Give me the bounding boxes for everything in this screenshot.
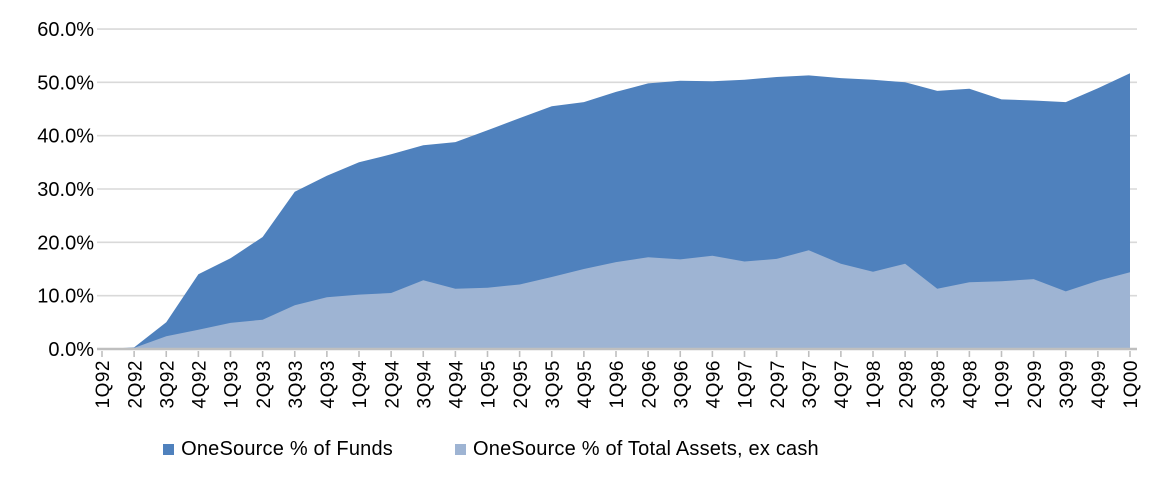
svg-text:30.0%: 30.0% bbox=[37, 179, 94, 201]
svg-text:4Q99: 4Q99 bbox=[1089, 360, 1110, 408]
svg-text:3Q98: 3Q98 bbox=[928, 360, 949, 408]
chart-plot-area: 0.0% 10.0% 20.0% 30.0% 40.0% 50.0% 60.0% 1Q92 2Q… bbox=[37, 19, 1142, 408]
svg-text:2Q92: 2Q92 bbox=[125, 360, 146, 408]
svg-text:4Q97: 4Q97 bbox=[832, 360, 853, 408]
svg-text:2Q96: 2Q96 bbox=[639, 360, 660, 408]
svg-text:1Q96: 1Q96 bbox=[607, 360, 628, 408]
legend-item-total-assets: OneSource % of Total Assets, ex cash bbox=[454, 438, 819, 461]
svg-text:3Q99: 3Q99 bbox=[1057, 360, 1078, 408]
svg-text:4Q94: 4Q94 bbox=[447, 360, 468, 408]
svg-text:3Q94: 3Q94 bbox=[414, 360, 435, 408]
svg-text:4Q93: 4Q93 bbox=[318, 360, 339, 408]
svg-text:2Q94: 2Q94 bbox=[382, 360, 403, 408]
svg-text:2Q95: 2Q95 bbox=[511, 360, 532, 408]
svg-text:2Q98: 2Q98 bbox=[896, 360, 917, 408]
legend-item-funds: OneSource % of Funds bbox=[163, 438, 393, 461]
svg-text:1Q95: 1Q95 bbox=[479, 360, 500, 408]
svg-text:20.0%: 20.0% bbox=[37, 232, 94, 254]
svg-text:50.0%: 50.0% bbox=[37, 72, 94, 94]
svg-text:3Q96: 3Q96 bbox=[671, 360, 692, 408]
svg-text:3Q97: 3Q97 bbox=[800, 360, 821, 408]
svg-text:4Q92: 4Q92 bbox=[190, 360, 211, 408]
svg-text:3Q95: 3Q95 bbox=[543, 360, 564, 408]
svg-text:40.0%: 40.0% bbox=[37, 126, 94, 148]
svg-text:2Q93: 2Q93 bbox=[254, 360, 275, 408]
svg-text:1Q99: 1Q99 bbox=[993, 360, 1014, 408]
legend-swatch-total-assets-icon bbox=[454, 444, 466, 455]
legend-swatch-funds-icon bbox=[163, 444, 175, 455]
svg-text:4Q96: 4Q96 bbox=[704, 360, 725, 408]
svg-text:1Q97: 1Q97 bbox=[736, 360, 757, 408]
chart-legend: OneSource % of Funds OneSource % of Tota… bbox=[0, 438, 1152, 461]
legend-label-funds: OneSource % of Funds bbox=[181, 438, 393, 460]
svg-text:2Q99: 2Q99 bbox=[1025, 360, 1046, 408]
svg-text:0.0%: 0.0% bbox=[48, 339, 94, 361]
svg-text:10.0%: 10.0% bbox=[37, 286, 94, 308]
svg-text:1Q98: 1Q98 bbox=[864, 360, 885, 408]
svg-text:3Q93: 3Q93 bbox=[286, 360, 307, 408]
svg-text:3Q92: 3Q92 bbox=[157, 360, 178, 408]
svg-text:60.0%: 60.0% bbox=[37, 19, 94, 41]
svg-text:1Q00: 1Q00 bbox=[1121, 360, 1142, 408]
svg-text:2Q97: 2Q97 bbox=[768, 360, 789, 408]
svg-text:1Q93: 1Q93 bbox=[222, 360, 243, 408]
svg-text:1Q94: 1Q94 bbox=[350, 360, 371, 408]
svg-text:4Q95: 4Q95 bbox=[575, 360, 596, 408]
legend-label-total-assets: OneSource % of Total Assets, ex cash bbox=[472, 438, 819, 460]
svg-text:1Q92: 1Q92 bbox=[93, 360, 114, 408]
svg-text:4Q98: 4Q98 bbox=[961, 360, 982, 408]
